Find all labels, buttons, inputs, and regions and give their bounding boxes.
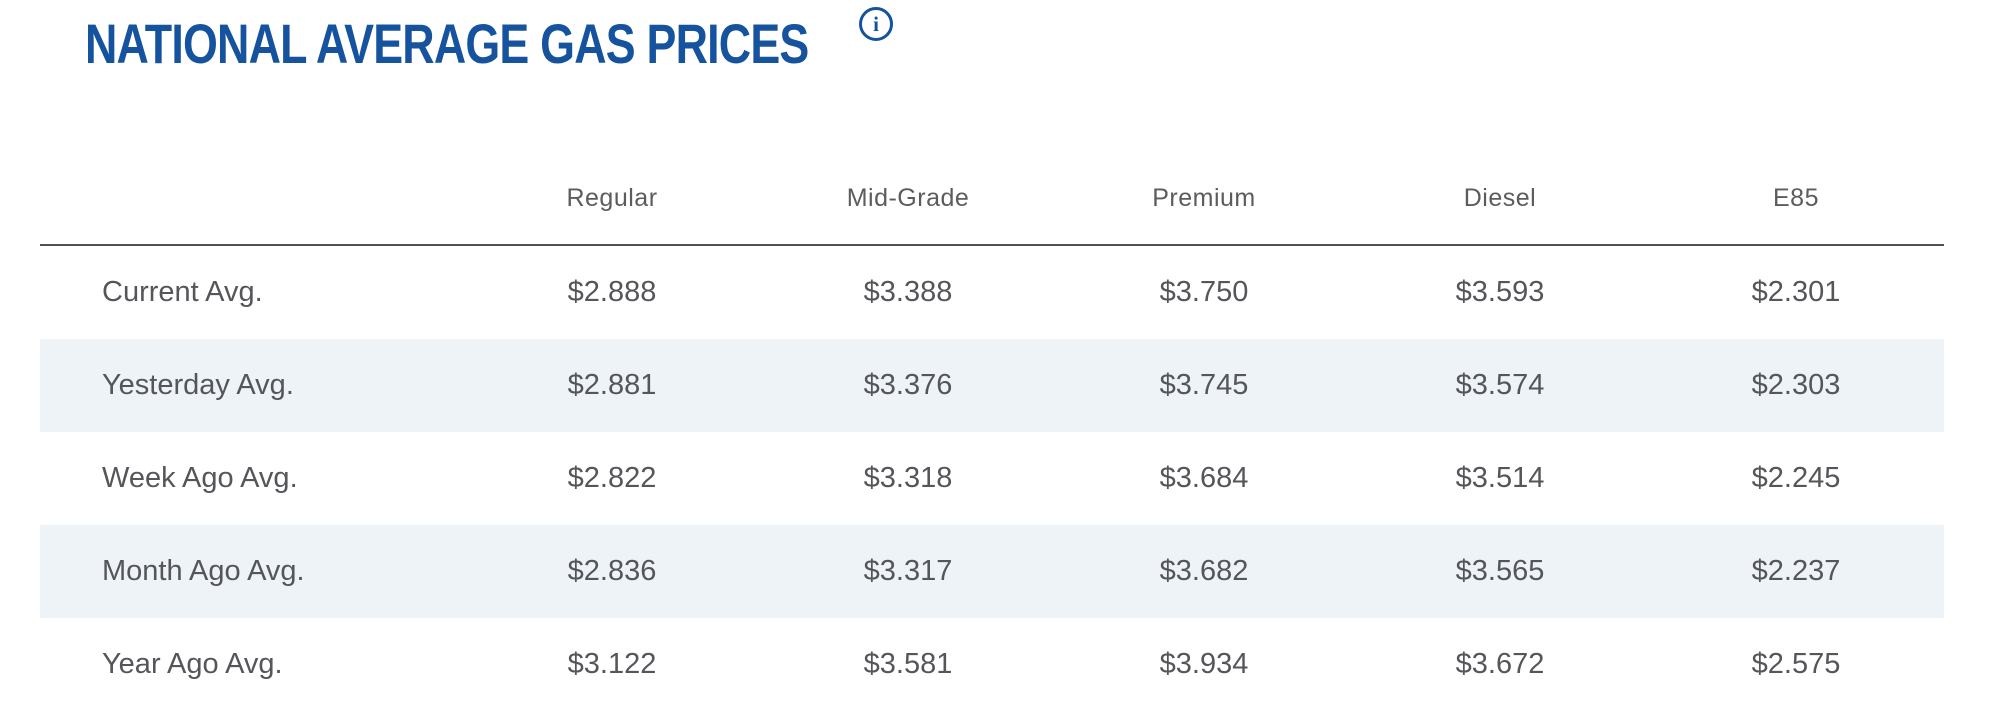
price-cell: $3.376 (863, 369, 953, 401)
price-cell: $3.317 (863, 555, 953, 587)
column-header-diesel: Diesel (1352, 152, 1648, 246)
table-row-yesterday-avg: Yesterday Avg. $2.881 $3.376 $3.745 $3.5… (40, 339, 1944, 432)
row-label: Month Ago Avg. (102, 555, 305, 587)
price-cell: $3.581 (863, 648, 953, 680)
table-row-current-avg: Current Avg. $2.888 $3.388 $3.750 $3.593… (40, 245, 1944, 339)
price-cell: $2.303 (1751, 369, 1841, 401)
price-cell: $3.565 (1455, 555, 1545, 587)
price-cell: $3.684 (1159, 462, 1249, 494)
table-row-week-ago-avg: Week Ago Avg. $2.822 $3.318 $3.684 $3.51… (40, 432, 1944, 525)
price-cell: $3.750 (1159, 276, 1249, 308)
page-title: NATIONAL AVERAGE GAS PRICES (85, 12, 809, 75)
price-cell: $2.237 (1751, 555, 1841, 587)
column-header-premium: Premium (1056, 152, 1352, 246)
row-label: Year Ago Avg. (102, 648, 283, 680)
price-cell: $3.934 (1159, 648, 1249, 680)
price-cell: $2.888 (567, 276, 657, 308)
table-row-year-ago-avg: Year Ago Avg. $3.122 $3.581 $3.934 $3.67… (40, 618, 1944, 711)
price-cell: $3.745 (1159, 369, 1249, 401)
price-cell: $3.593 (1455, 276, 1545, 308)
price-cell: $3.514 (1455, 462, 1545, 494)
price-cell: $3.574 (1455, 369, 1545, 401)
price-cell: $3.672 (1455, 648, 1545, 680)
column-header-e85: E85 (1648, 152, 1944, 246)
section-header: NATIONAL AVERAGE GAS PRICES i (0, 0, 2000, 106)
price-cell: $2.836 (567, 555, 657, 587)
price-cell: $3.318 (863, 462, 953, 494)
row-label: Week Ago Avg. (102, 462, 298, 494)
price-cell: $3.682 (1159, 555, 1249, 587)
price-cell: $2.881 (567, 369, 657, 401)
price-cell: $2.301 (1751, 276, 1841, 308)
price-cell: $2.575 (1751, 648, 1841, 680)
row-label: Yesterday Avg. (102, 369, 294, 401)
row-label: Current Avg. (102, 276, 263, 308)
price-cell: $2.822 (567, 462, 657, 494)
table-header-row: Regular Mid-Grade Premium Diesel E85 (40, 152, 1944, 246)
price-cell: $2.245 (1751, 462, 1841, 494)
price-cell: $3.388 (863, 276, 953, 308)
column-header-midgrade: Mid-Grade (760, 152, 1056, 246)
info-icon[interactable]: i (859, 7, 893, 41)
table-row-month-ago-avg: Month Ago Avg. $2.836 $3.317 $3.682 $3.5… (40, 525, 1944, 618)
price-cell: $3.122 (567, 648, 657, 680)
column-header-empty (40, 152, 464, 246)
column-header-regular: Regular (464, 152, 760, 246)
gas-prices-table: Regular Mid-Grade Premium Diesel E85 Cur… (40, 152, 1944, 711)
